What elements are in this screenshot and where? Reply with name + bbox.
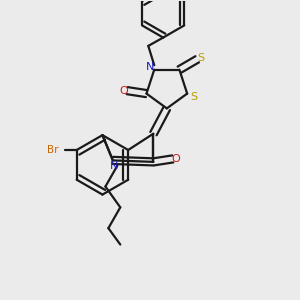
Text: Br: Br [47,145,59,155]
Text: O: O [171,154,180,164]
Text: S: S [190,92,197,102]
Text: N: N [110,161,118,171]
Text: N: N [146,62,154,72]
Text: O: O [119,85,128,96]
Text: S: S [197,53,204,63]
